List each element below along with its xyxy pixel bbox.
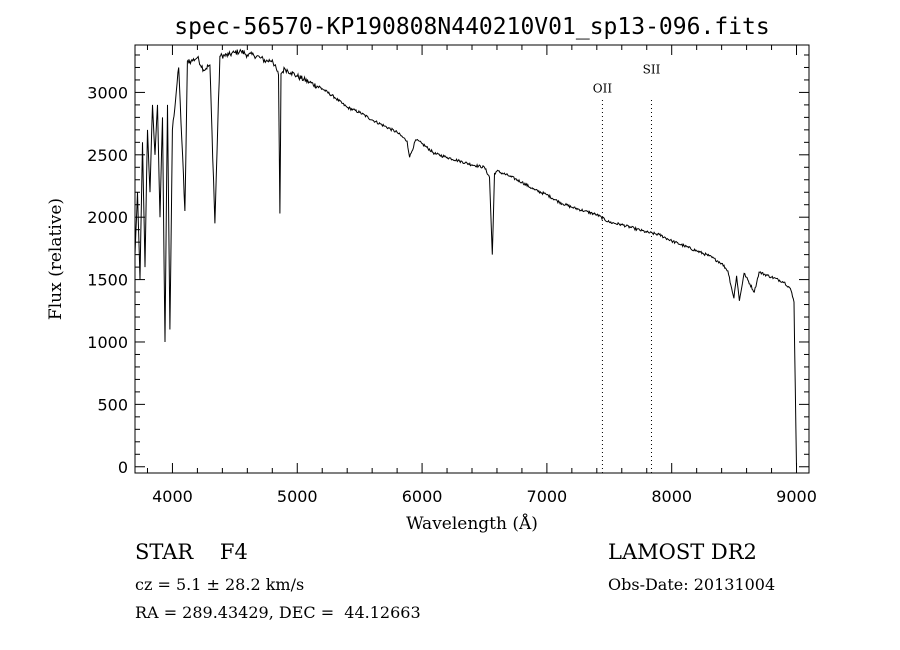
emission-line-label: OII: [593, 81, 613, 95]
y-tick-label: 3000: [87, 83, 128, 102]
emission-line-label: SII: [643, 63, 661, 77]
chart-title: spec-56570-KP190808N440210V01_sp13-096.f…: [174, 14, 769, 40]
x-tick-label: 4000: [152, 487, 193, 506]
y-tick-label: 500: [97, 395, 128, 414]
coordinates-label: RA = 289.43429, DEC = 44.12663: [135, 603, 421, 622]
line-annotations: OII SII: [593, 63, 661, 473]
y-tick-label: 1500: [87, 271, 128, 290]
x-tick-label: 6000: [402, 487, 443, 506]
x-tick-label: 7000: [527, 487, 568, 506]
y-tick-label: 0: [118, 458, 128, 477]
y-tick-label: 2000: [87, 208, 128, 227]
axis-ticks: 4000 5000 6000 7000 8000 9000 0 500 1000 1500 2000…: [87, 45, 817, 506]
survey-label: LAMOST DR2: [608, 540, 757, 564]
y-axis-label: Flux (relative): [46, 198, 66, 320]
object-class-label: STAR F4: [135, 540, 248, 564]
plot-frame: [134, 44, 810, 474]
y-tick-label: 1000: [87, 333, 128, 352]
redshift-label: cz = 5.1 ± 28.2 km/s: [135, 575, 305, 594]
spectrum-line: [134, 48, 797, 467]
obs-date-label: Obs-Date: 20131004: [608, 575, 776, 594]
x-tick-label: 5000: [277, 487, 318, 506]
x-tick-label: 8000: [651, 487, 692, 506]
x-tick-label: 9000: [776, 487, 817, 506]
y-tick-label: 2500: [87, 146, 128, 165]
x-axis-label: Wavelength (Å): [406, 513, 538, 534]
